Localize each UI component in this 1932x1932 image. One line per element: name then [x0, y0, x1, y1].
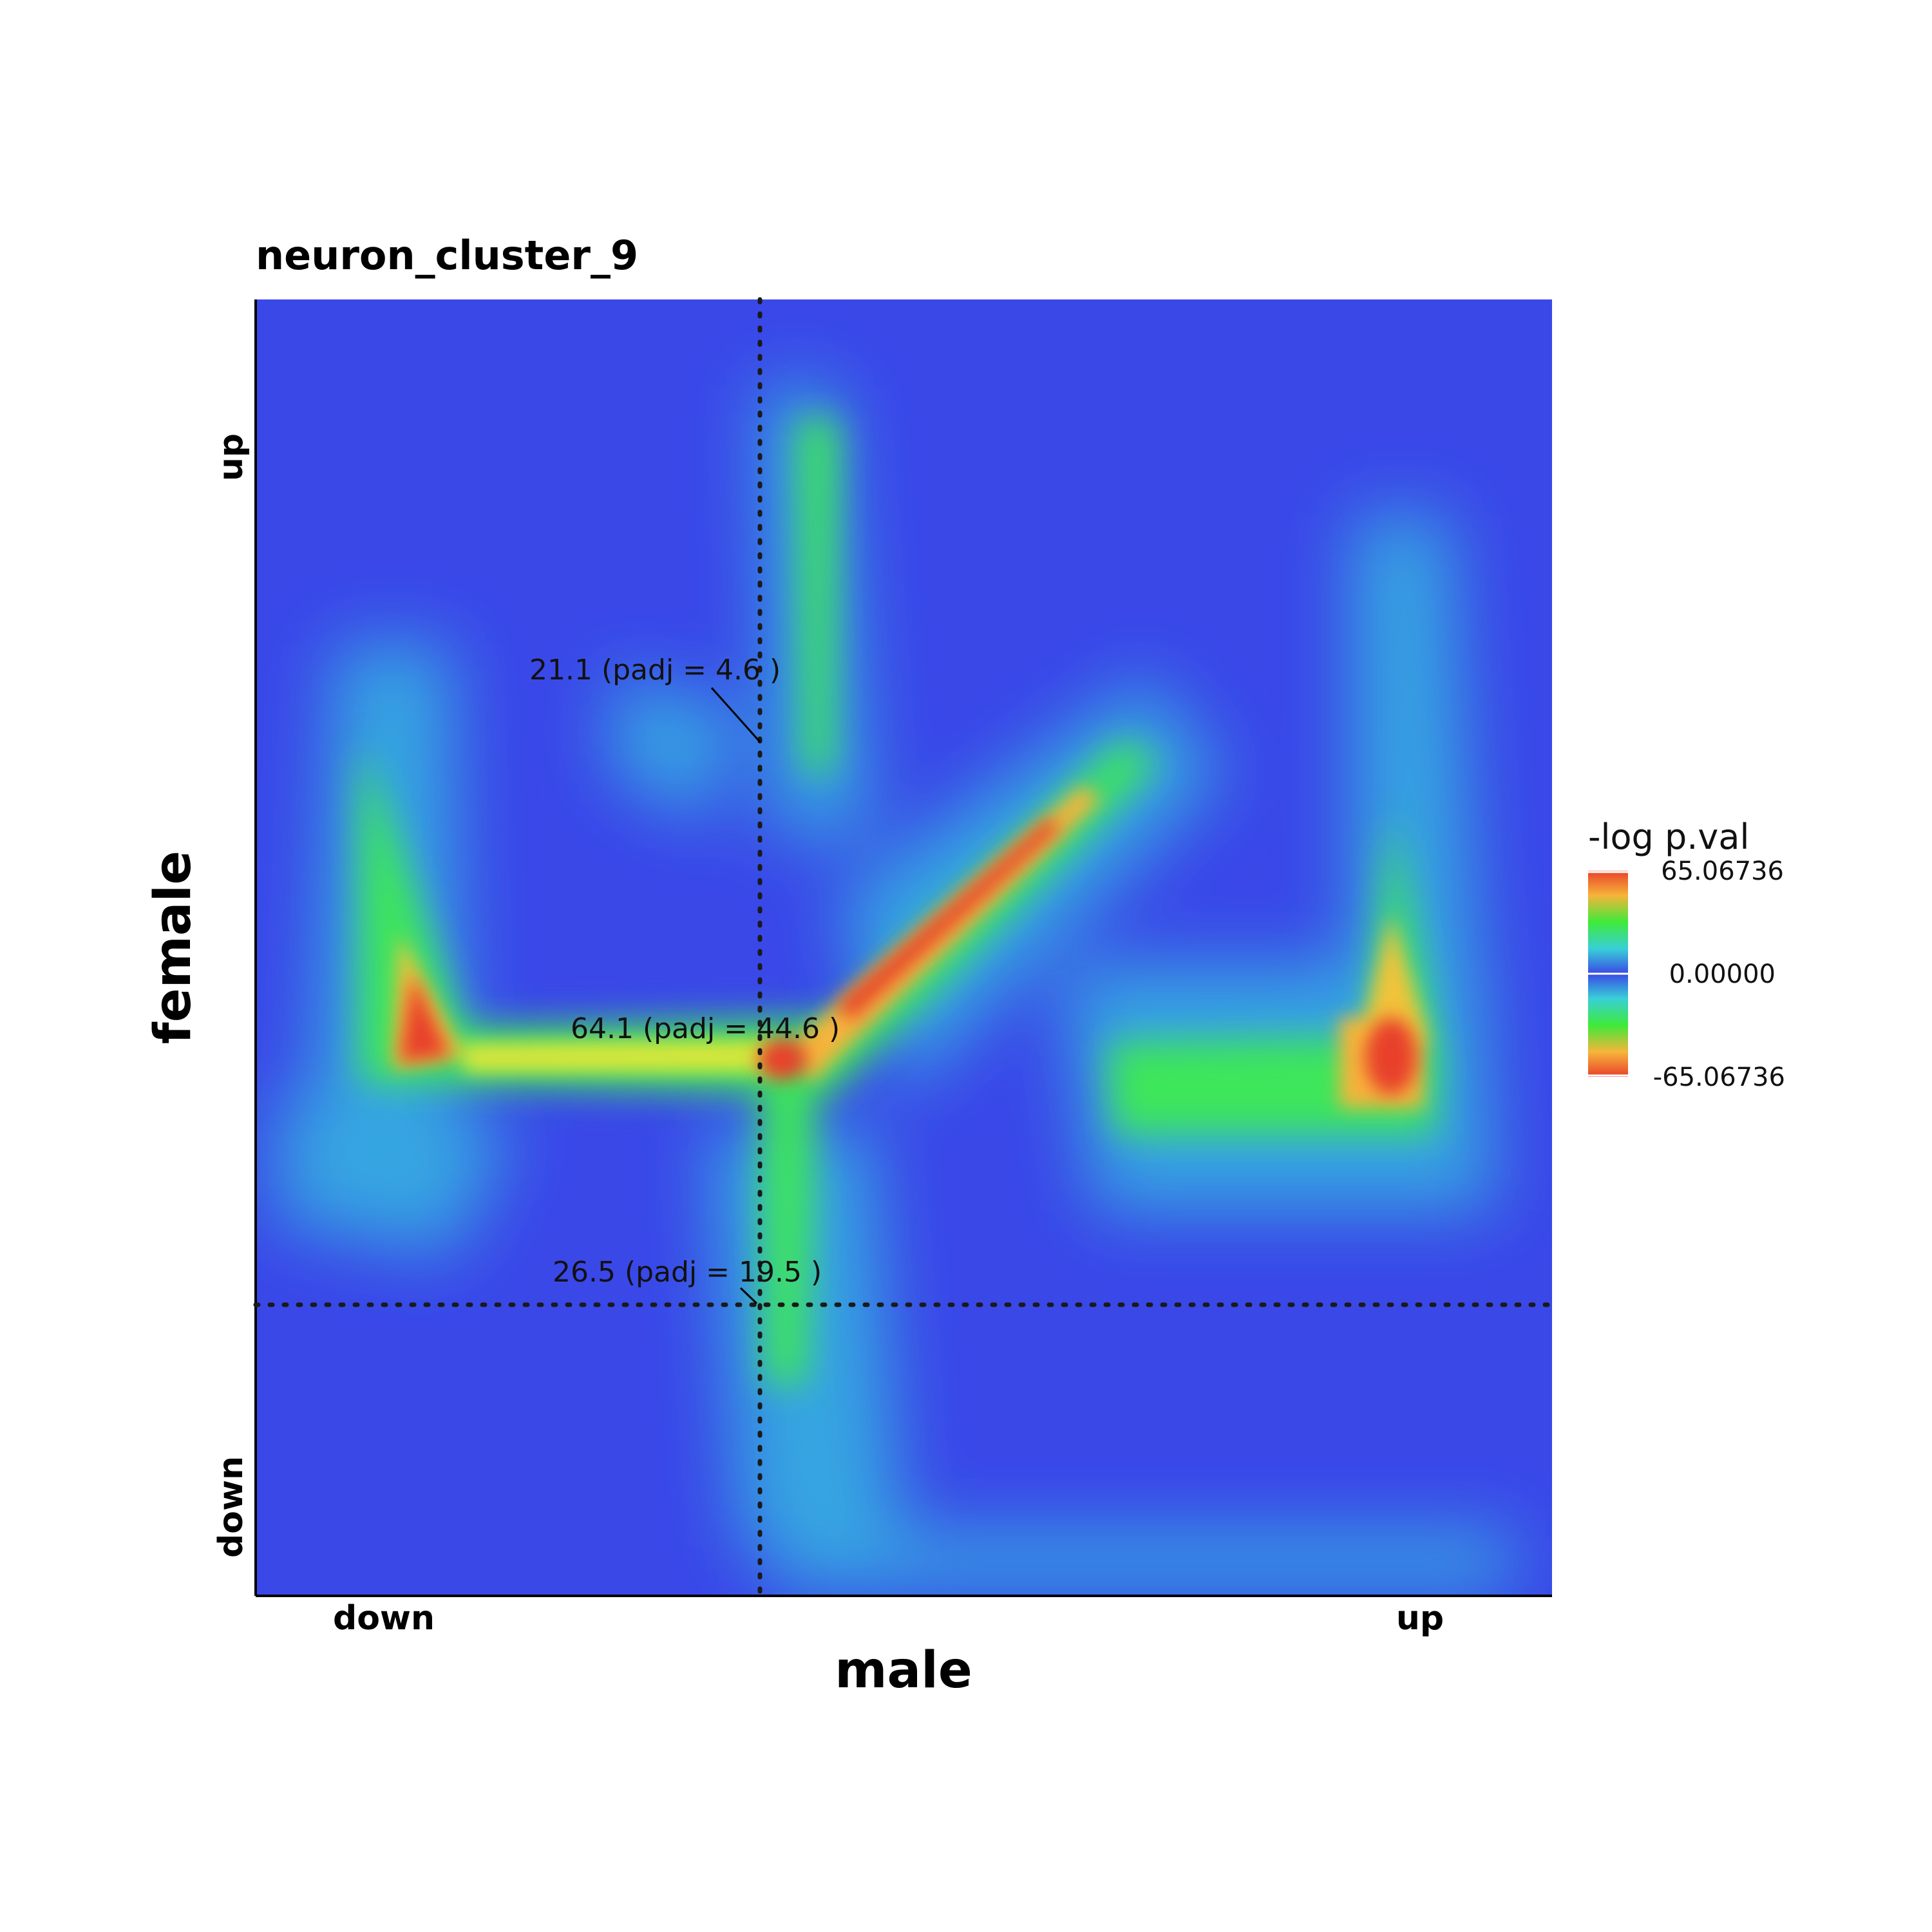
heatmap-peak-right — [1365, 1018, 1417, 1095]
legend-mid-label: 0.00000 — [1669, 960, 1776, 989]
x-axis-title: male — [835, 1642, 972, 1700]
legend-title: -log p.val — [1588, 817, 1749, 857]
colorbar-legend: -log p.val 65.06736 0.00000 -65.06736 — [1588, 817, 1785, 1092]
heatmap-red-peaks — [399, 818, 1417, 1095]
annotation-leader-3 — [739, 1287, 758, 1305]
y-axis-title: female — [144, 851, 202, 1044]
x-tick-label-up: up — [1396, 1599, 1444, 1638]
heatmap-peak-diagonal — [837, 818, 1059, 1021]
legend-min-label: -65.06736 — [1653, 1063, 1785, 1092]
heatmap-peak-left — [399, 972, 451, 1063]
x-tick-label-down: down — [333, 1599, 435, 1638]
annotation-leader-1 — [710, 687, 761, 743]
annotation-label-1: 21.1 (padj = 4.6 ) — [529, 654, 781, 687]
chart-title: neuron_cluster_9 — [256, 232, 638, 279]
annotation-label-3: 26.5 (padj = 19.5 ) — [553, 1256, 822, 1289]
heatmap-plot-area — [256, 299, 1552, 1596]
legend-max-label: 65.06736 — [1661, 857, 1784, 886]
annotation-label-2: 64.1 (padj = 44.6 ) — [571, 1012, 840, 1045]
y-tick-label-up: up — [212, 433, 251, 481]
y-tick-label-down: down — [212, 1456, 251, 1558]
heatmap-peak-center — [758, 1039, 807, 1080]
